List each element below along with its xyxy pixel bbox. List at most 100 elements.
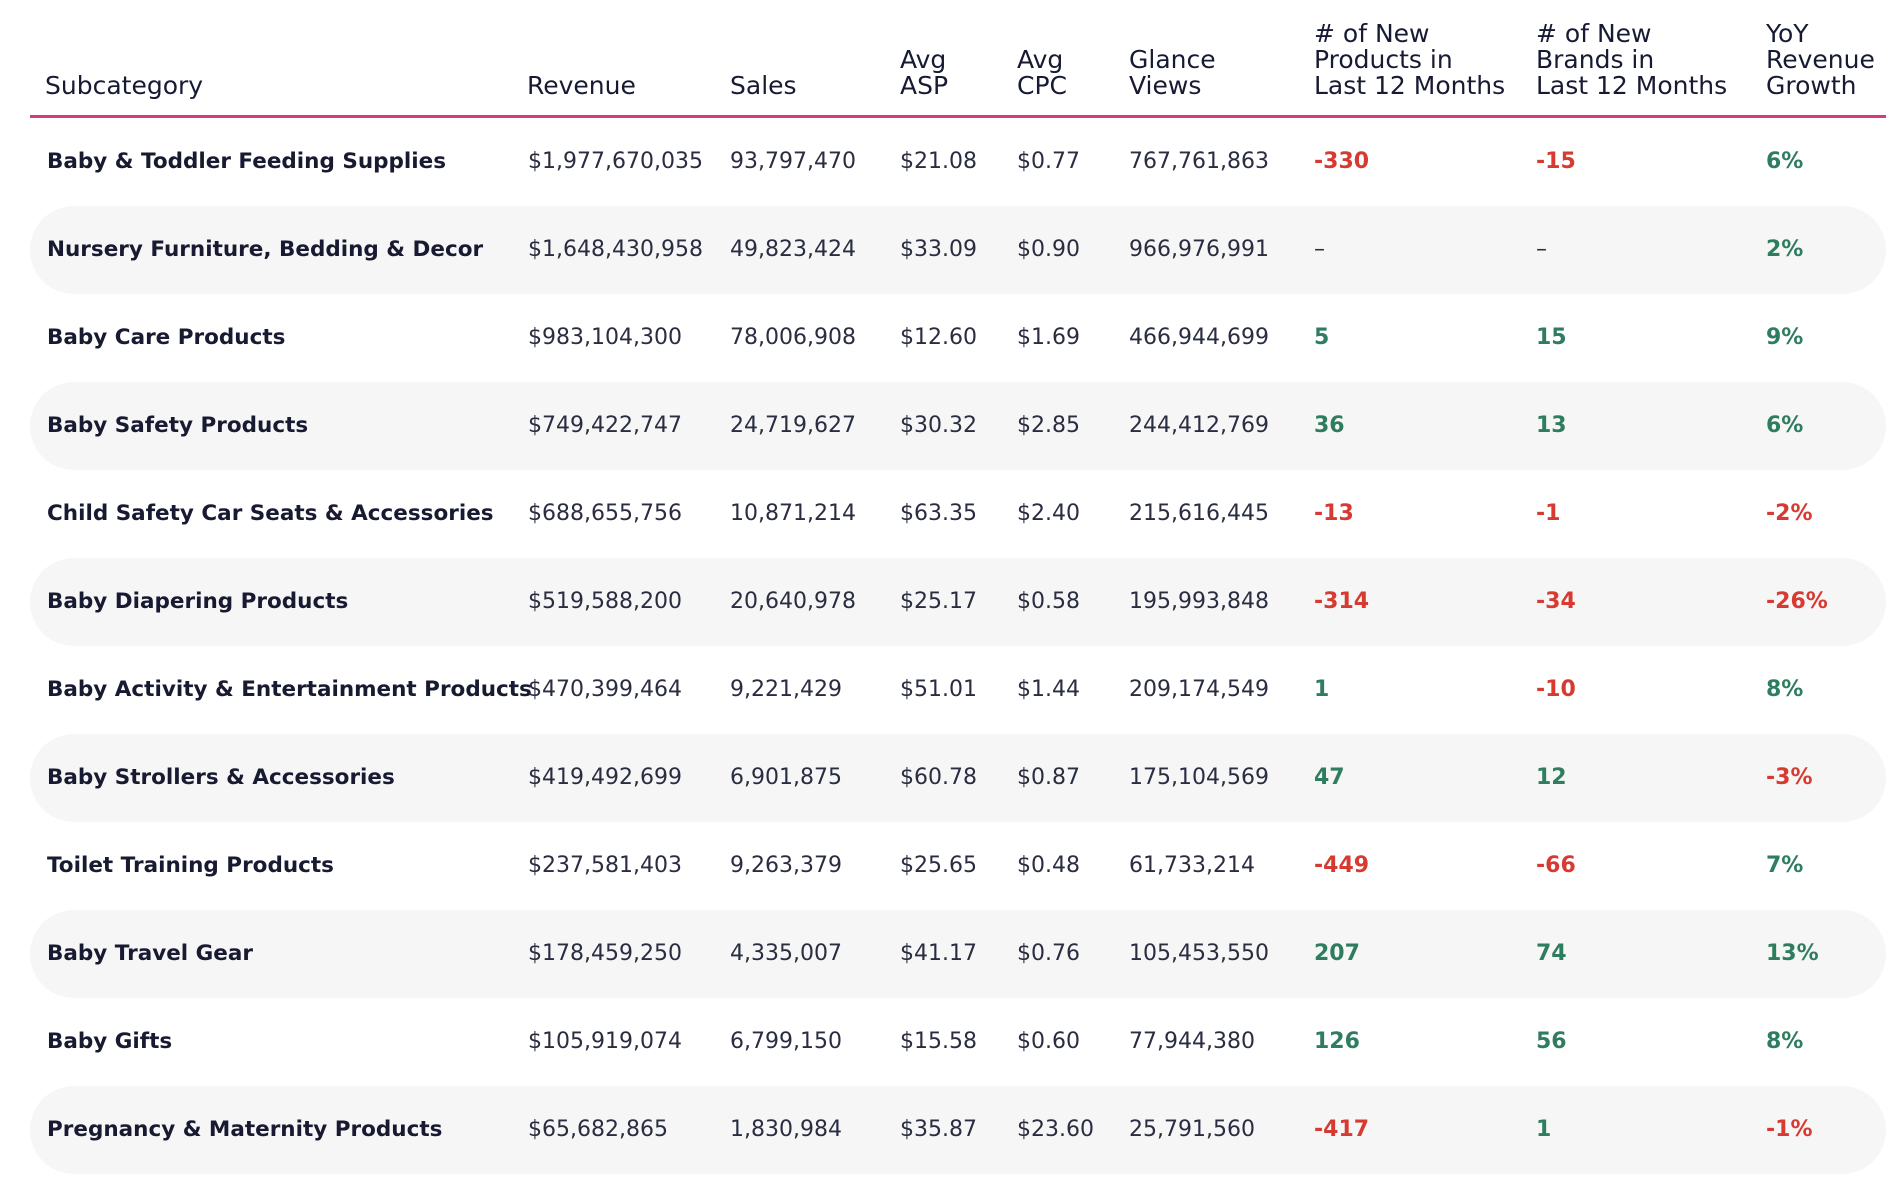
cell-avg-cpc: $0.60 [1017,1029,1080,1054]
cell-sales: 9,263,379 [730,853,842,878]
cell-yoy-growth: -26% [1766,589,1828,614]
cell-new-products: -13 [1314,501,1354,526]
cell-revenue: $519,588,200 [528,589,682,614]
cell-new-products: 207 [1314,941,1360,966]
cell-subcategory: Baby Safety Products [47,413,309,438]
cell-new-products: 5 [1314,325,1330,350]
cell-yoy-growth: 6% [1766,413,1804,438]
cell-yoy-growth: 2% [1766,237,1804,262]
header-yoy-growth[interactable]: YoY Revenue Growth [1766,19,1875,100]
cell-glance-views: 195,993,848 [1129,589,1269,614]
header-sales[interactable]: Sales [730,71,797,100]
cell-yoy-growth: 9% [1766,325,1804,350]
cell-sales: 6,901,875 [730,765,842,790]
cell-avg-cpc: $0.77 [1017,149,1080,174]
cell-new-brands: 1 [1536,1117,1552,1142]
cell-avg-asp: $25.17 [900,589,977,614]
table-row[interactable]: Baby Gifts $105,919,074 6,799,150 $15.58 $0.… [30,998,1886,1086]
cell-new-products: 126 [1314,1029,1360,1054]
cell-new-brands: 15 [1536,325,1567,350]
cell-new-brands: -15 [1536,149,1576,174]
cell-yoy-growth: -1% [1766,1117,1813,1142]
cell-avg-asp: $33.09 [900,237,977,262]
table-row[interactable]: Baby Activity & Entertainment Products $4… [30,646,1886,734]
cell-subcategory: Baby & Toddler Feeding Supplies [47,149,447,174]
cell-yoy-growth: 8% [1766,1029,1804,1054]
cell-new-products: -417 [1314,1117,1370,1142]
cell-avg-cpc: $2.85 [1017,413,1080,438]
cell-avg-asp: $30.32 [900,413,977,438]
cell-sales: 6,799,150 [730,1029,842,1054]
cell-yoy-growth: 13% [1766,941,1819,966]
cell-subcategory: Baby Strollers & Accessories [47,765,395,790]
cell-avg-cpc: $1.69 [1017,325,1080,350]
cell-revenue: $1,977,670,035 [528,149,703,174]
cell-revenue: $105,919,074 [528,1029,682,1054]
cell-avg-asp: $60.78 [900,765,977,790]
cell-subcategory: Baby Travel Gear [47,941,253,966]
cell-sales: 9,221,429 [730,677,842,702]
cell-revenue: $419,492,699 [528,765,682,790]
cell-new-products: – [1314,237,1325,262]
cell-revenue: $178,459,250 [528,941,682,966]
cell-yoy-growth: 8% [1766,677,1804,702]
table-row[interactable]: Pregnancy & Maternity Products $65,682,86… [30,1086,1886,1174]
table-row[interactable]: Baby Safety Products $749,422,747 24,719,6… [30,382,1886,470]
cell-new-products: -330 [1314,149,1370,174]
subcategory-table: Subcategory Revenue Sales Avg ASP Avg CP… [30,0,1886,1174]
header-glance-views[interactable]: Glance Views [1129,45,1216,100]
cell-subcategory: Baby Care Products [47,325,286,350]
cell-avg-cpc: $0.76 [1017,941,1080,966]
header-new-brands[interactable]: # of New Brands in Last 12 Months [1536,19,1728,100]
header-avg-asp[interactable]: Avg ASP [900,45,949,100]
table-row[interactable]: Nursery Furniture, Bedding & Decor $1,648… [30,206,1886,294]
cell-yoy-growth: -2% [1766,501,1813,526]
table-row[interactable]: Baby & Toddler Feeding Supplies $1,977,67… [30,118,1886,206]
table-header: Subcategory Revenue Sales Avg ASP Avg CP… [30,0,1886,118]
cell-avg-cpc: $0.87 [1017,765,1080,790]
table-row[interactable]: Baby Travel Gear $178,459,250 4,335,007 $41… [30,910,1886,998]
cell-new-brands: 56 [1536,1029,1567,1054]
header-subcategory[interactable]: Subcategory [45,71,204,100]
cell-yoy-growth: -3% [1766,765,1813,790]
cell-avg-cpc: $2.40 [1017,501,1080,526]
table-row[interactable]: Baby Care Products $983,104,300 78,006,908… [30,294,1886,382]
table-row[interactable]: Child Safety Car Seats & Accessories $688… [30,470,1886,558]
cell-revenue: $688,655,756 [528,501,682,526]
cell-avg-cpc: $0.58 [1017,589,1080,614]
cell-avg-asp: $63.35 [900,501,977,526]
cell-new-products: 47 [1314,765,1345,790]
cell-glance-views: 215,616,445 [1129,501,1269,526]
cell-subcategory: Baby Activity & Entertainment Products [47,677,532,702]
cell-subcategory: Baby Gifts [47,1029,173,1054]
cell-avg-cpc: $0.48 [1017,853,1080,878]
header-revenue[interactable]: Revenue [527,71,636,100]
cell-glance-views: 966,976,991 [1129,237,1269,262]
header-avg-cpc[interactable]: Avg CPC [1017,45,1067,100]
header-new-products[interactable]: # of New Products in Last 12 Months [1314,19,1506,100]
cell-glance-views: 105,453,550 [1129,941,1269,966]
cell-sales: 20,640,978 [730,589,856,614]
table-row[interactable]: Toilet Training Products $237,581,403 9,26… [30,822,1886,910]
cell-new-brands: -1 [1536,501,1561,526]
cell-new-brands: – [1536,237,1547,262]
cell-revenue: $749,422,747 [528,413,682,438]
cell-sales: 93,797,470 [730,149,856,174]
cell-glance-views: 466,944,699 [1129,325,1269,350]
cell-avg-asp: $35.87 [900,1117,977,1142]
cell-glance-views: 767,761,863 [1129,149,1269,174]
cell-avg-asp: $25.65 [900,853,977,878]
table-row[interactable]: Baby Diapering Products $519,588,200 20,64… [30,558,1886,646]
cell-subcategory: Baby Diapering Products [47,589,349,614]
cell-avg-asp: $12.60 [900,325,977,350]
cell-new-brands: 74 [1536,941,1567,966]
cell-yoy-growth: 7% [1766,853,1804,878]
table-body: Baby & Toddler Feeding Supplies $1,977,67… [30,118,1886,1174]
cell-glance-views: 25,791,560 [1129,1117,1255,1142]
cell-yoy-growth: 6% [1766,149,1804,174]
table-row[interactable]: Baby Strollers & Accessories $419,492,699… [30,734,1886,822]
cell-revenue: $470,399,464 [528,677,682,702]
cell-sales: 49,823,424 [730,237,856,262]
cell-revenue: $1,648,430,958 [528,237,703,262]
cell-subcategory: Nursery Furniture, Bedding & Decor [47,237,484,262]
